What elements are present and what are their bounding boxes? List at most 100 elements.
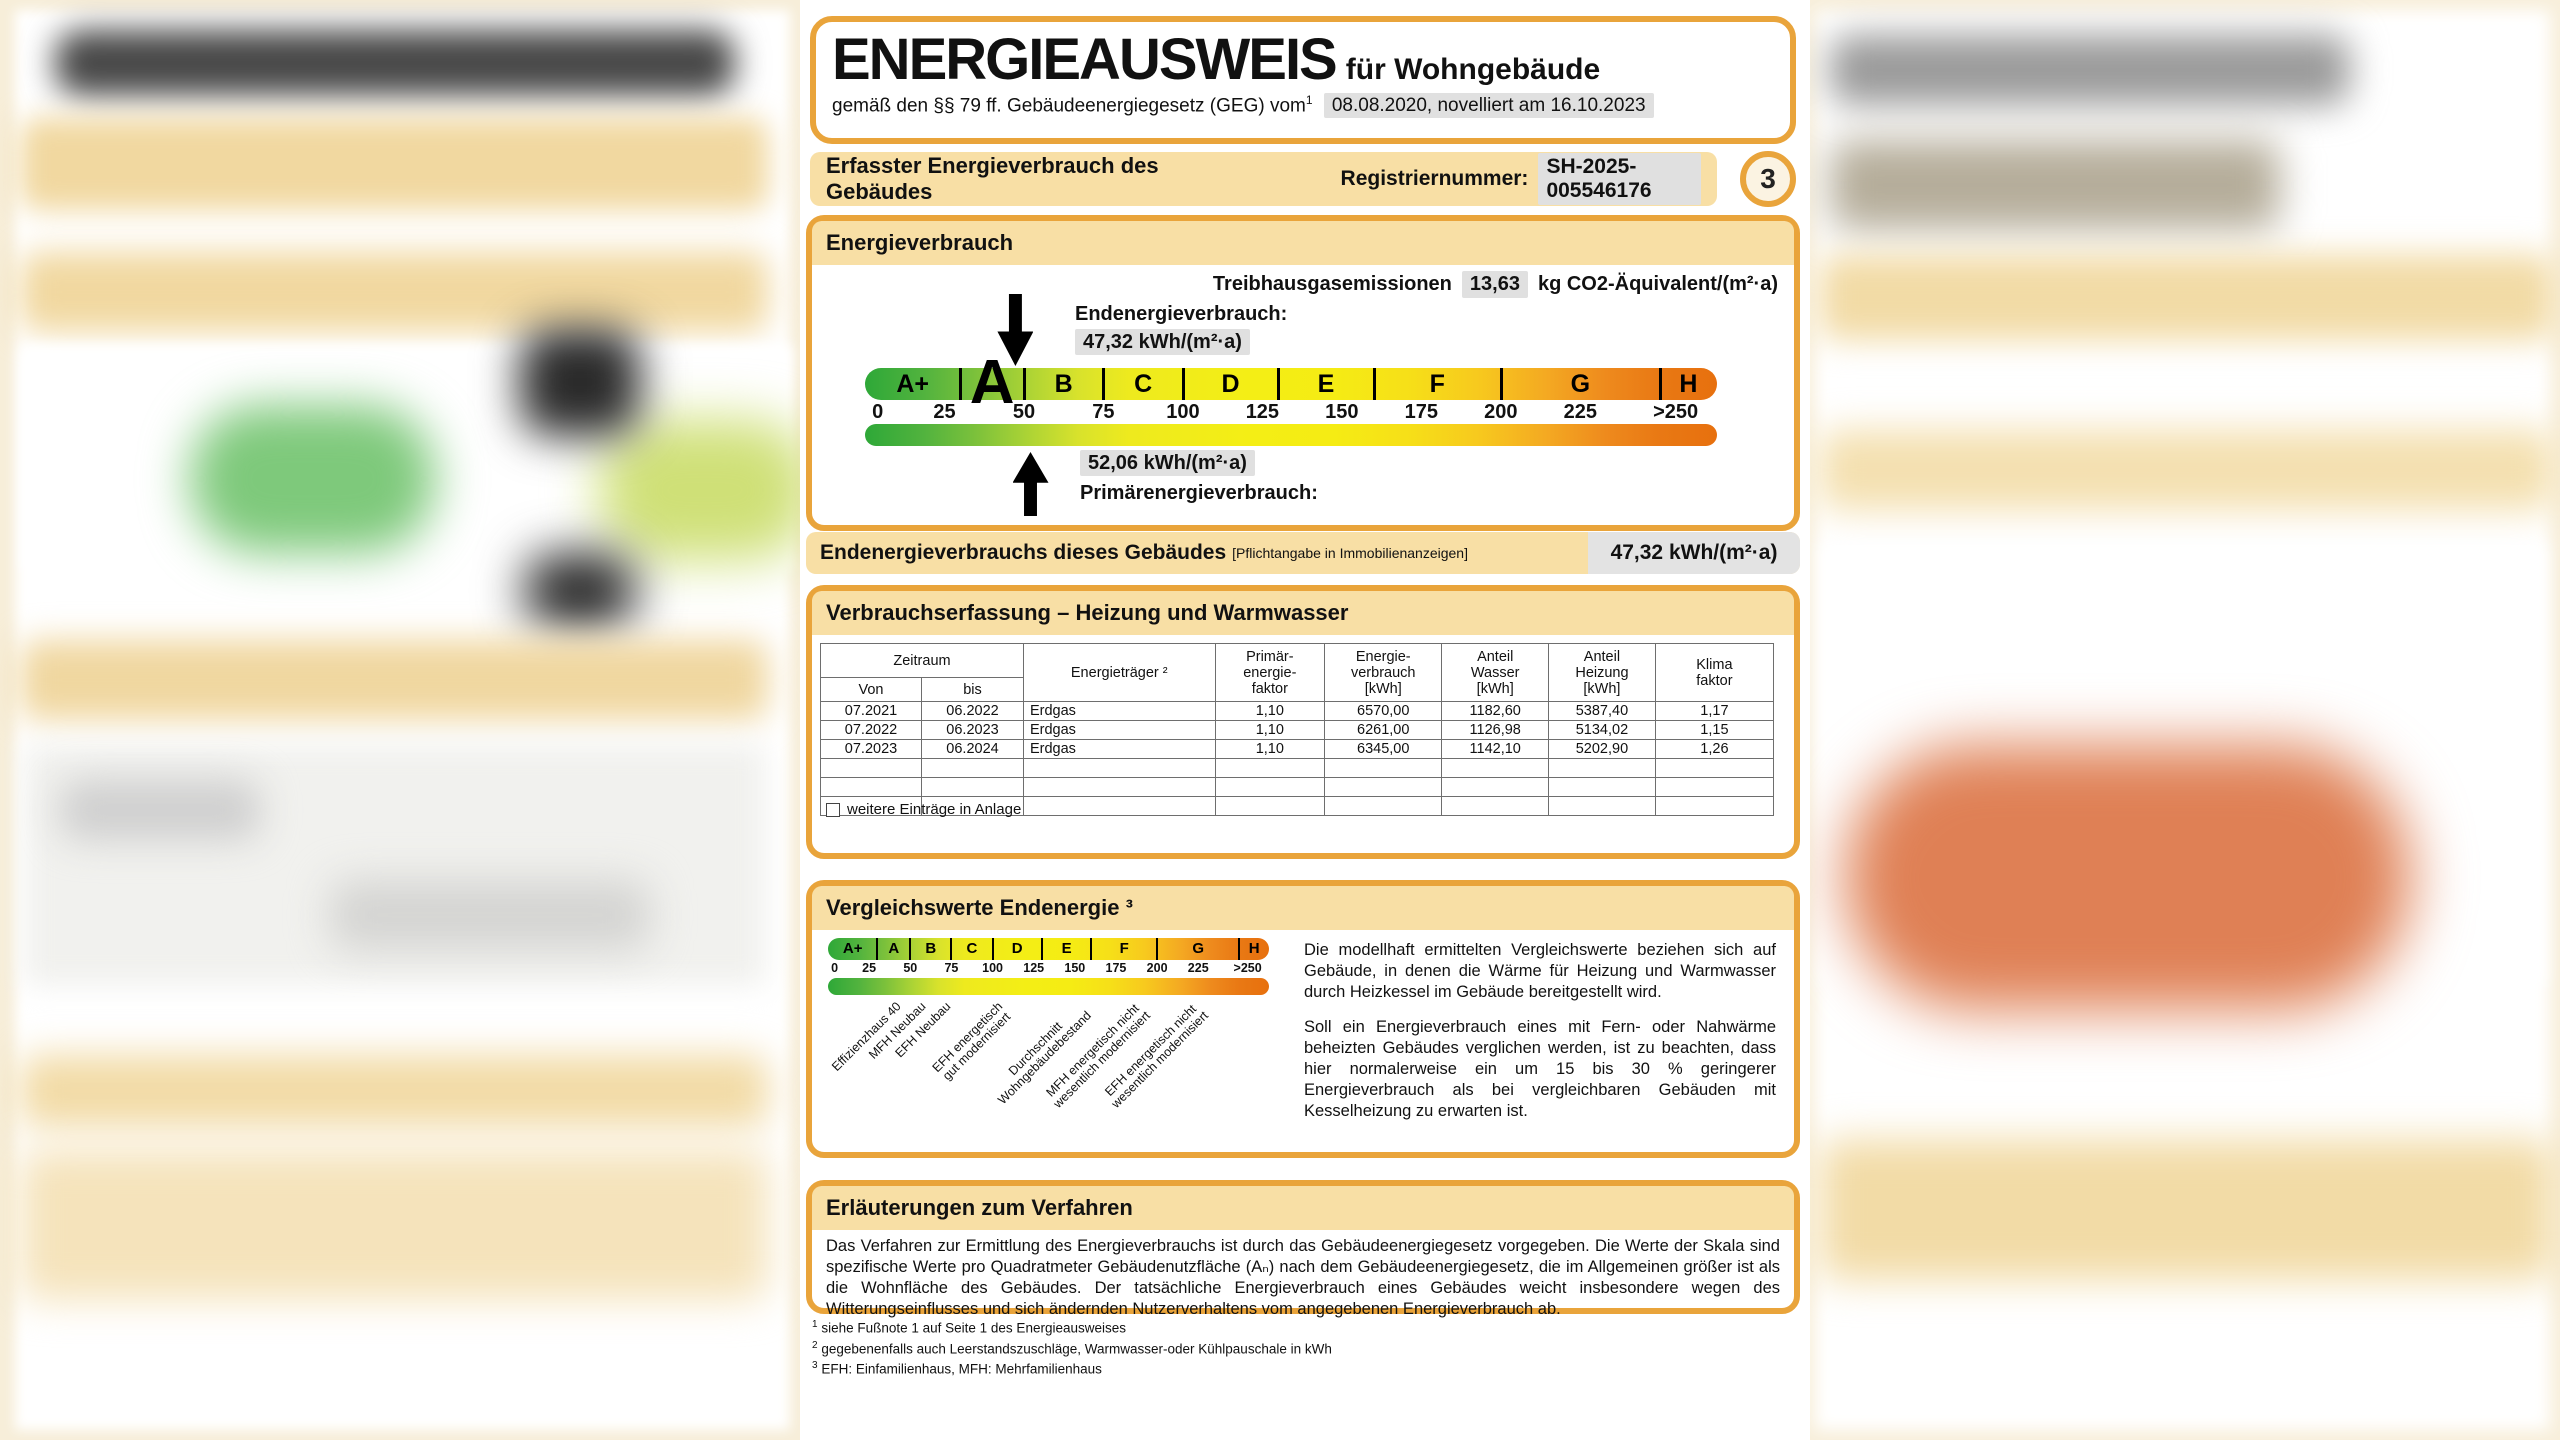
scale-tick-100: 100 bbox=[982, 961, 1003, 975]
footnote: 3 EFH: Einfamilienhaus, MFH: Mehrfamilie… bbox=[812, 1357, 1332, 1378]
scale-letter-A: A bbox=[888, 940, 900, 957]
table-cell bbox=[1214, 777, 1326, 797]
right-band-blur-3 bbox=[1820, 1140, 2555, 1280]
scale-tick-50: 50 bbox=[903, 961, 918, 975]
col-header-von: Von bbox=[819, 677, 923, 702]
scale-tick-225: 225 bbox=[1563, 401, 1597, 423]
ghg-value: 13,63 bbox=[1461, 271, 1528, 298]
left-band-blur-4 bbox=[20, 1055, 768, 1127]
scale-letter-B: B bbox=[925, 940, 937, 957]
scale-letter-D: D bbox=[1011, 940, 1023, 957]
primary-energy-value-highlight: 52,06 kWh/(m²·a) bbox=[1080, 450, 1255, 476]
scale-letter-B: B bbox=[1054, 370, 1073, 398]
page-number-badge: 3 bbox=[1740, 151, 1796, 207]
table-cell: Erdgas bbox=[1022, 701, 1216, 721]
footnote-text: siehe Fußnote 1 auf Seite 1 des Energiea… bbox=[817, 1320, 1126, 1336]
left-arrow-blur-1 bbox=[520, 328, 640, 436]
comparison-text: Die modellhaft ermittelten Vergleichswer… bbox=[1304, 940, 1776, 1136]
end-energy-value-highlight: 47,32 kWh/(m²·a) bbox=[1075, 329, 1250, 355]
table-cell: Erdgas bbox=[1022, 720, 1216, 740]
left-yellow-scale-blur bbox=[600, 420, 800, 560]
mandatory-disclosure-band: Endenergieverbrauchs dieses Gebäudes [Pf… bbox=[806, 532, 1800, 574]
left-band-blur-5 bbox=[20, 1150, 768, 1300]
table-row: 07.2021 06.2022 Erdgas 1,10 6570,00 1182,60 53… bbox=[819, 701, 1775, 721]
table-cell bbox=[1324, 796, 1443, 816]
table-cell bbox=[1548, 796, 1656, 816]
comparison-scale-letter-bar: A+ A B C D E F G H bbox=[828, 938, 1269, 960]
scale-tick-50: 50 bbox=[1012, 401, 1036, 423]
scale-tick-200: 200 bbox=[1146, 961, 1168, 975]
ghg-label: Treibhausgasemissionen bbox=[1212, 273, 1452, 295]
scale-letter-C: C bbox=[966, 940, 978, 957]
table-cell: 6345,00 bbox=[1324, 739, 1443, 759]
table-cell: 5202,90 bbox=[1548, 739, 1656, 759]
comparison-paragraph-2: Soll ein Energieverbrauch eines mit Fern… bbox=[1304, 1018, 1776, 1120]
end-energy-label: Endenergieverbrauch: bbox=[1075, 303, 1288, 325]
consumption-table-title: Verbrauchserfassung – Heizung und Warmwa… bbox=[812, 591, 1794, 635]
scale-letter-D: D bbox=[1221, 370, 1240, 398]
scale-band-separator bbox=[909, 938, 912, 960]
document-title-suffix: für Wohngebäude bbox=[1345, 53, 1601, 86]
more-entries-row: weitere Einträge in Anlage bbox=[826, 801, 1021, 818]
scale-tick-100: 100 bbox=[1166, 401, 1200, 423]
table-row: 07.2023 06.2024 Erdgas 1,10 6345,00 1142,10 52… bbox=[819, 739, 1775, 759]
scale-letter-G: G bbox=[1192, 940, 1205, 957]
table-cell bbox=[1022, 777, 1216, 797]
table-cell: 1,26 bbox=[1654, 739, 1775, 759]
table-cell: 1,17 bbox=[1654, 701, 1775, 721]
right-gray-blur-1 bbox=[1830, 35, 2350, 105]
col-header-anteil-wasser: Anteil Wasser [kWh] bbox=[1441, 643, 1550, 702]
right-band-blur-1 bbox=[1820, 255, 2555, 340]
table-row bbox=[819, 796, 1775, 816]
col-header-zeitraum: Zeitraum bbox=[820, 643, 1024, 678]
scale-letter-C: C bbox=[1134, 370, 1153, 398]
consumption-table-box: Verbrauchserfassung – Heizung und Warmwa… bbox=[806, 585, 1800, 859]
scale-letter-A: A bbox=[969, 348, 1015, 417]
table-cell: Erdgas bbox=[1022, 739, 1216, 759]
comparison-paragraph-1: Die modellhaft ermittelten Vergleichswer… bbox=[1304, 941, 1776, 1001]
table-row bbox=[819, 777, 1775, 797]
more-entries-label: weitere Einträge in Anlage bbox=[847, 801, 1022, 818]
scale-tick-0: 0 bbox=[831, 961, 839, 975]
recorded-consumption-label: Erfasster Energieverbrauch des Gebäudes bbox=[826, 153, 1159, 204]
table-cell: 5387,40 bbox=[1548, 701, 1656, 721]
scale-tick-125: 125 bbox=[1023, 961, 1045, 975]
table-cell bbox=[1441, 777, 1550, 797]
right-page-preview bbox=[1810, 0, 2560, 1440]
table-cell: 1182,60 bbox=[1441, 701, 1550, 721]
scale-letter-E: E bbox=[1317, 370, 1335, 398]
table-cell bbox=[819, 777, 923, 797]
scale-tick-75: 75 bbox=[944, 961, 959, 975]
table-cell: 1126,98 bbox=[1441, 720, 1550, 740]
scale-letter-F: F bbox=[1119, 940, 1129, 957]
energy-certificate-page: ENERGIEAUSWEIS für Wohngebäude gemäß den… bbox=[800, 0, 1810, 1440]
energy-scale-tick-row: 0 25 50 75 100 125 150 175 200 225 >250 bbox=[865, 400, 1717, 424]
table-cell bbox=[921, 758, 1024, 778]
table-cell bbox=[1654, 758, 1775, 778]
energy-section-title: Energieverbrauch bbox=[812, 221, 1794, 265]
scale-band-separator bbox=[950, 938, 953, 960]
comparison-reference-labels: Effizienzhaus 40 MFH Neubau EFH Neubau EFH … bbox=[828, 998, 1269, 1138]
table-cell: 06.2024 bbox=[921, 739, 1024, 759]
col-header-bis: bis bbox=[921, 677, 1024, 702]
table-cell: 07.2021 bbox=[819, 701, 923, 721]
scale-tick-150: 150 bbox=[1064, 961, 1086, 975]
table-cell: 6570,00 bbox=[1324, 701, 1443, 721]
table-cell bbox=[1214, 758, 1326, 778]
table-cell: 5134,02 bbox=[1548, 720, 1656, 740]
table-cell bbox=[1654, 796, 1775, 816]
scale-band-separator bbox=[876, 938, 879, 960]
table-cell: 1,10 bbox=[1214, 720, 1326, 740]
energy-scale-gradient-bar bbox=[865, 424, 1717, 446]
footnote-text: EFH: Einfamilienhaus, MFH: Mehrfamilienh… bbox=[817, 1361, 1102, 1377]
table-cell: 6261,00 bbox=[1324, 720, 1443, 740]
comparison-scale-tick-row: 0 25 50 75 100 125 150 175 200 225 >250 bbox=[828, 960, 1269, 978]
mandatory-value: 47,32 kWh/(m²·a) bbox=[1588, 532, 1800, 574]
scale-tick-125: 125 bbox=[1245, 401, 1280, 423]
scale-band-separator bbox=[1022, 368, 1026, 400]
col-header-energieverbrauch: Energie- verbrauch [kWh] bbox=[1324, 643, 1443, 702]
ghg-unit: kg CO2-Äquivalent/(m²·a) bbox=[1537, 273, 1778, 295]
right-band-blur-2 bbox=[1820, 430, 2555, 510]
ghg-emissions-row: Treibhausgasemissionen 13,63 kg CO2-Äqui… bbox=[1213, 271, 1778, 298]
footnotes: 1 siehe Fußnote 1 auf Seite 1 des Energi… bbox=[812, 1316, 1332, 1378]
